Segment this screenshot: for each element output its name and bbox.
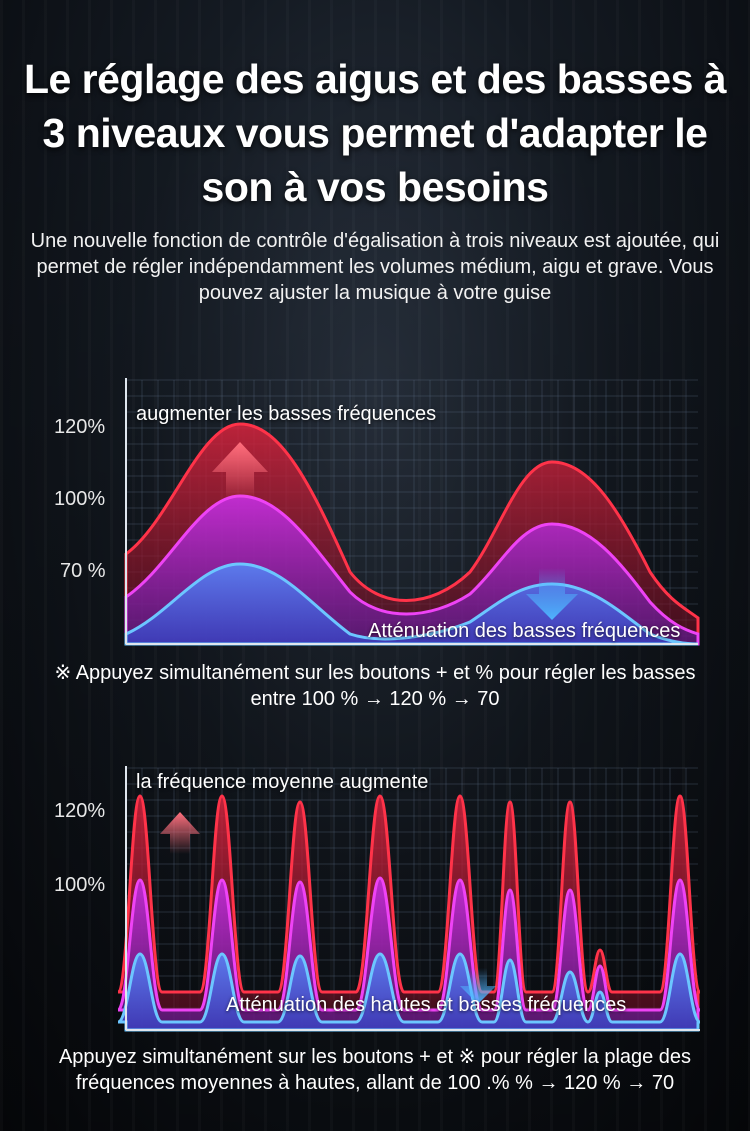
- cut-wave-area: [117, 952, 701, 1032]
- mid-wave-area: [116, 876, 702, 1032]
- mid-eq-chart: 120% 100% la fréquence moyenne augmente …: [0, 760, 750, 1040]
- boost-arrow-icon: [160, 812, 200, 854]
- attenuate-label: Atténuation des basses fréquences: [368, 620, 681, 642]
- boost-label: la fréquence moyenne augmente: [136, 771, 429, 793]
- page-subtitle: Une nouvelle fonction de contrôle d'égal…: [30, 230, 720, 304]
- cut-curve-area: [124, 562, 699, 646]
- attenuate-arrow-icon: [526, 568, 578, 620]
- boost-label: augmenter les basses fréquences: [136, 403, 437, 425]
- y-label-100: 100%: [54, 488, 106, 510]
- boost-arrow-icon: [212, 442, 268, 500]
- bass-instruction-note: ※ Appuyez simultanément sur les boutons …: [54, 662, 696, 710]
- y-label-120: 120%: [54, 416, 106, 438]
- boost-wave-area: [116, 794, 702, 1032]
- mid-eq-graphic: [116, 766, 702, 1032]
- bass-eq-chart: 120% 100% 70 % augmenter les basses fréq…: [0, 372, 750, 662]
- page-title: Le réglage des aigus et des basses à 3 n…: [23, 56, 727, 210]
- y-label-70: 70 %: [60, 560, 106, 582]
- bass-eq-graphic: [124, 378, 700, 646]
- mid-instruction-note: Appuyez simultanément sur les boutons + …: [58, 1046, 692, 1094]
- attenuate-label: Atténuation des hautes et basses fréquen…: [226, 994, 627, 1016]
- attenuate-arrow-icon: [460, 968, 496, 1004]
- y-label-120: 120%: [54, 800, 106, 822]
- y-label-100: 100%: [54, 874, 106, 896]
